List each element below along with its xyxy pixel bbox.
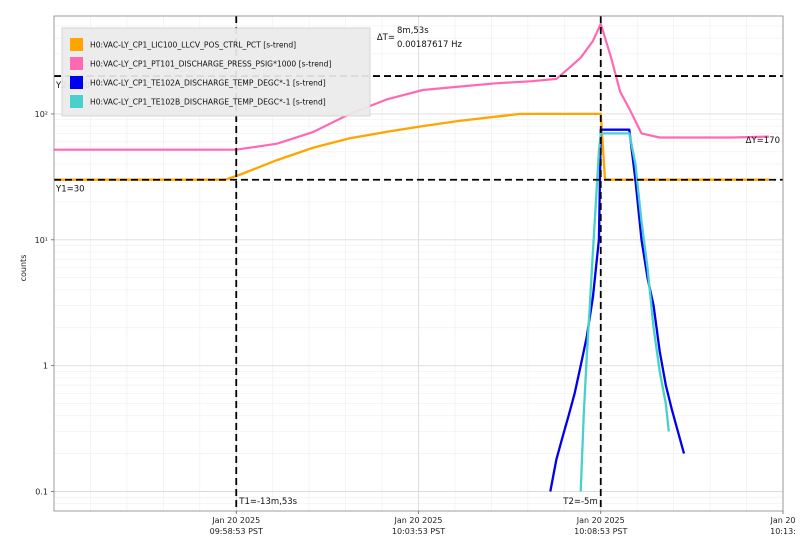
x-tick-label-time: 10:03:53 PST <box>392 527 445 536</box>
cursor-y1-label: Y1=30 <box>55 185 85 195</box>
legend-swatch <box>70 76 83 89</box>
x-tick-label-time: 10:13: <box>770 527 796 536</box>
delta-t-symbol: ΔT= <box>377 33 395 43</box>
x-tick-label-time: 10:08:53 PST <box>574 527 627 536</box>
x-tick-label-time: 09:58:53 PST <box>210 527 263 536</box>
legend-swatch <box>70 95 83 108</box>
series-4 <box>579 132 670 492</box>
legend-label: H0:VAC-LY_CP1_LIC100_LLCV_POS_CTRL_PCT [… <box>90 41 296 50</box>
delta-y-label: ΔY=170 <box>746 136 780 146</box>
delta-t-value: 8m,53s <box>397 26 429 36</box>
y-tick-label: 0.1 <box>35 488 48 497</box>
cursor-t2-label: T2=-5m <box>562 497 597 507</box>
x-axis: Jan 20 2025 09:58:53 PST Jan 20 2025 10:03:… <box>210 511 796 536</box>
x-tick-label-date: Jan 20 <box>769 516 795 525</box>
legend-box <box>61 27 371 117</box>
legend: H0:VAC-LY_CP1_LIC100_LLCV_POS_CTRL_PCT [… <box>61 27 371 117</box>
y-tick-label: 10¹ <box>35 236 48 245</box>
legend-entry: H0:VAC-LY_CP1_TE102B_DISCHARGE_TEMP_DEGC… <box>70 95 326 108</box>
y-tick-label: 1 <box>43 362 48 371</box>
y-axis-label: counts <box>19 255 28 282</box>
legend-label: H0:VAC-LY_CP1_TE102B_DISCHARGE_TEMP_DEGC… <box>90 98 326 107</box>
y-axis: 0.1 1 10¹ 10² <box>35 110 54 497</box>
series-3 <box>549 128 686 492</box>
legend-entry: H0:VAC-LY_CP1_PT101_DISCHARGE_PRESS_PSIG… <box>70 57 332 70</box>
x-tick-label-date: Jan 20 2025 <box>211 516 260 525</box>
x-tick-label-date: Jan 20 2025 <box>576 516 625 525</box>
y-tick-label: 10² <box>35 110 48 119</box>
series-line <box>549 128 686 492</box>
x-tick-label-date: Jan 20 2025 <box>394 516 443 525</box>
legend-swatch <box>70 57 83 70</box>
legend-label: H0:VAC-LY_CP1_TE102A_DISCHARGE_TEMP_DEGC… <box>90 79 326 88</box>
legend-entry: H0:VAC-LY_CP1_TE102A_DISCHARGE_TEMP_DEGC… <box>70 76 326 89</box>
legend-entry: H0:VAC-LY_CP1_LIC100_LLCV_POS_CTRL_PCT [… <box>70 38 296 51</box>
legend-swatch <box>70 38 83 51</box>
delta-t-frequency: 0.00187617 Hz <box>397 40 462 50</box>
legend-label: H0:VAC-LY_CP1_PT101_DISCHARGE_PRESS_PSIG… <box>90 60 332 69</box>
cursor-t1-label: T1=-13m,53s <box>238 497 297 507</box>
